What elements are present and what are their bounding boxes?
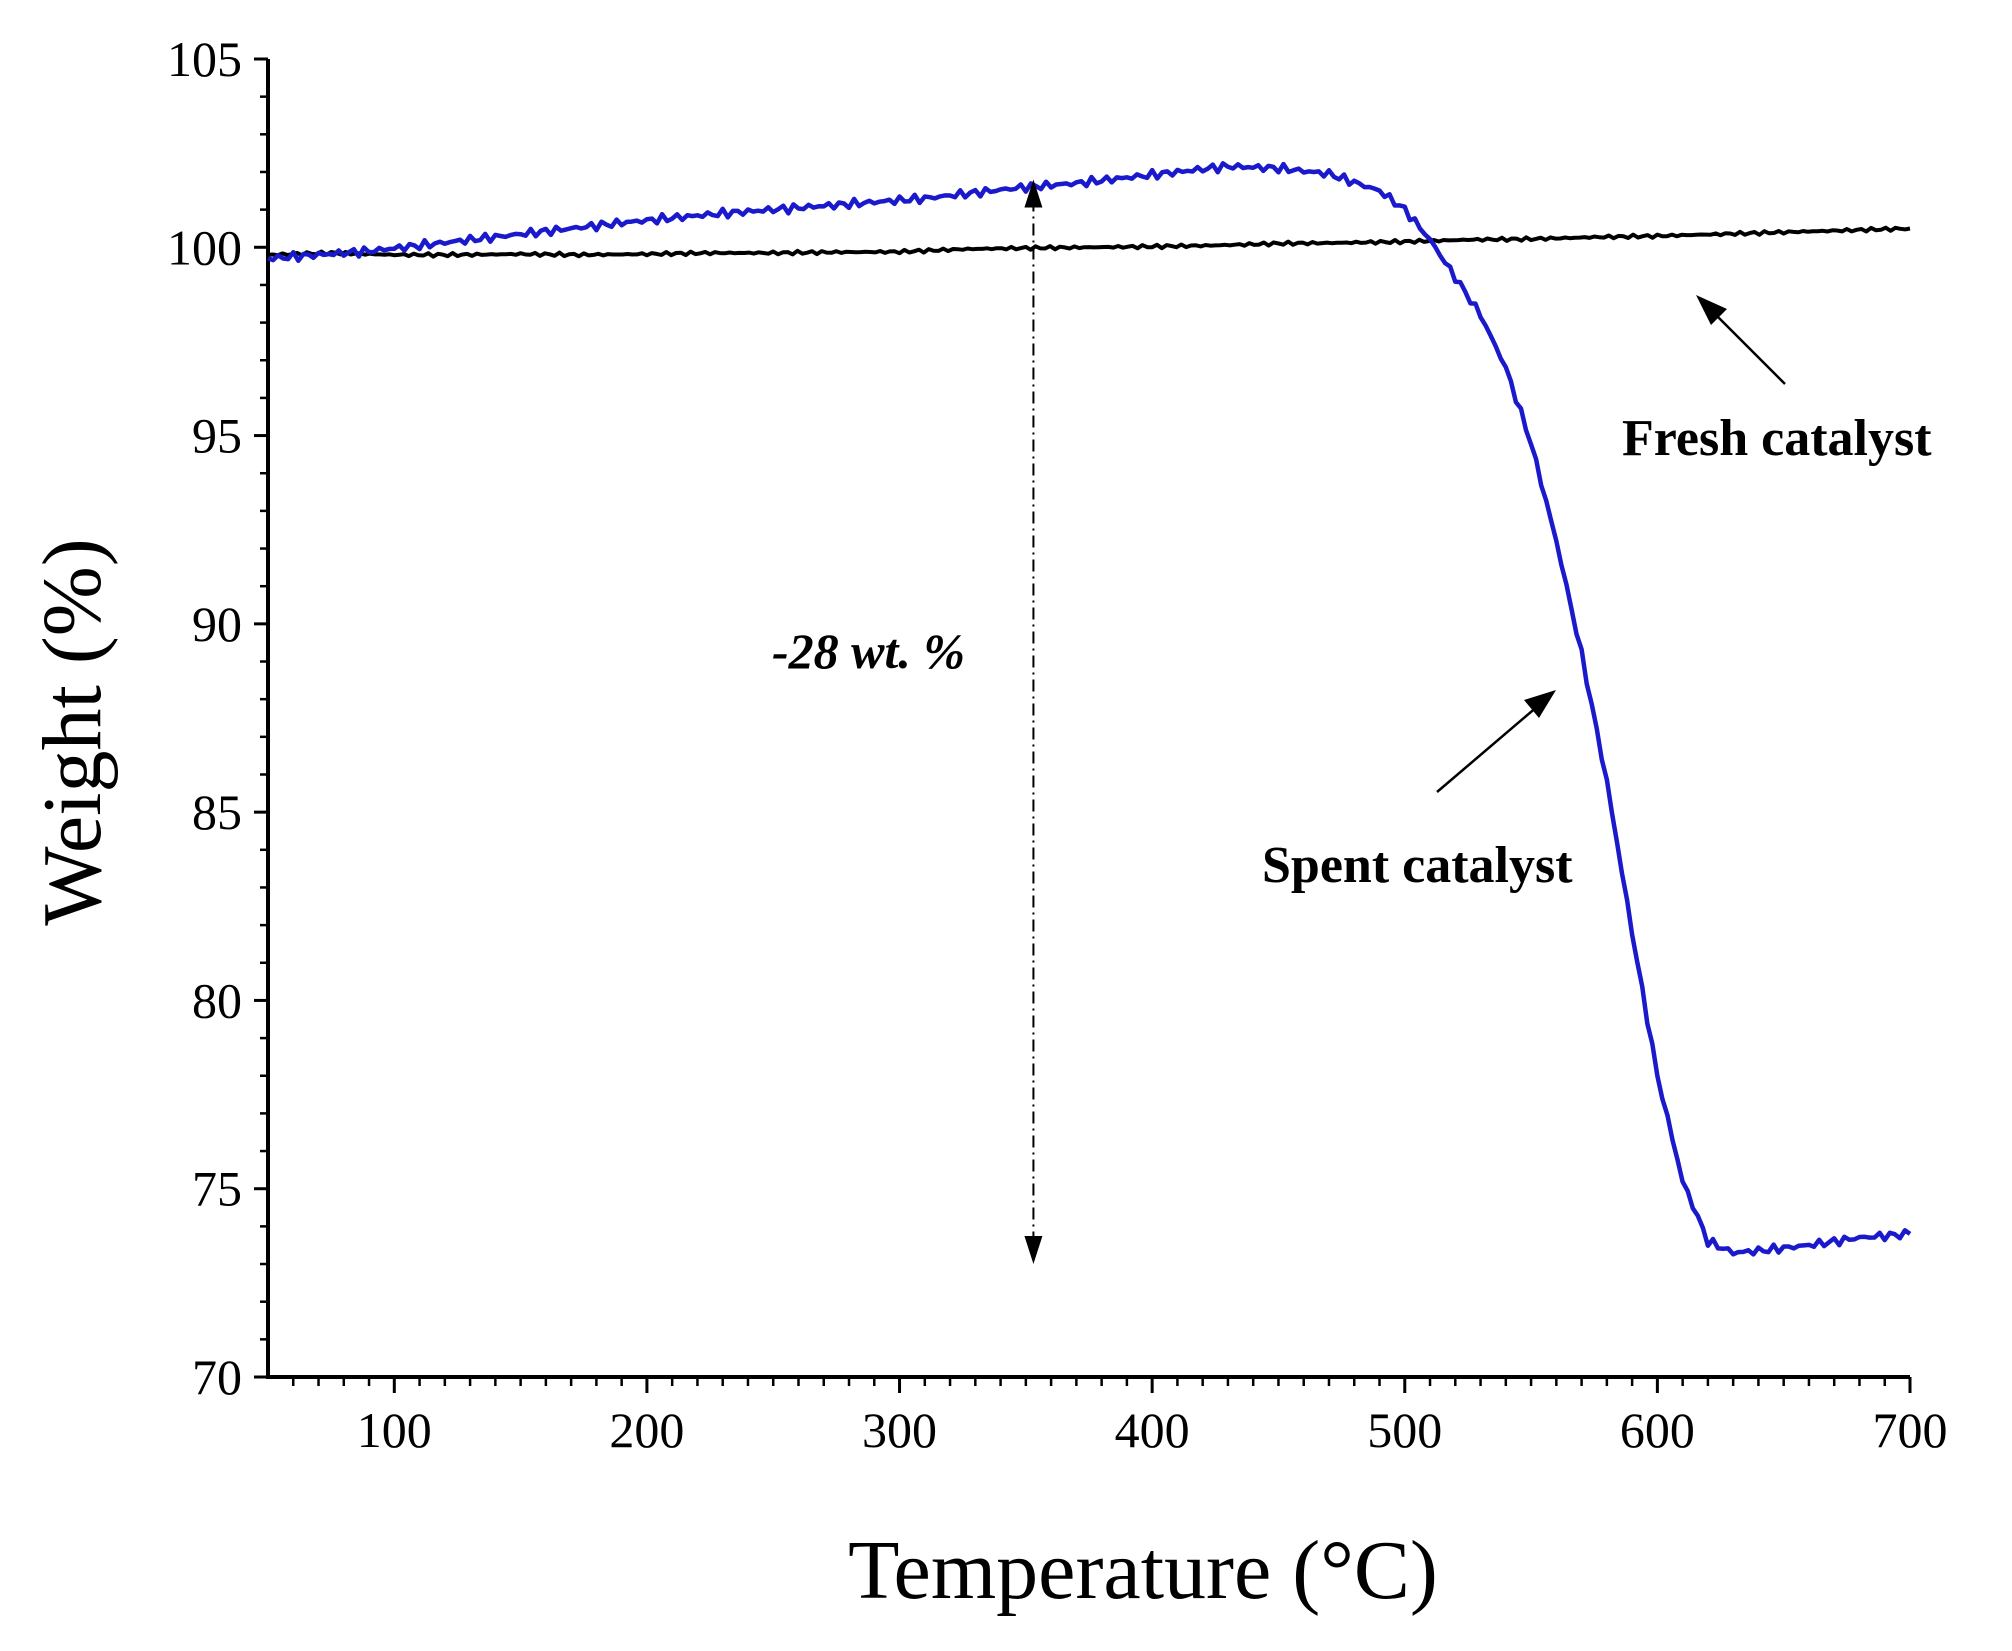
y-tick-label: 100 — [167, 219, 242, 275]
spent-catalyst-arrow — [1436, 699, 1546, 793]
x-tick-label: 100 — [357, 1402, 432, 1458]
tick-layer: 70 75 80 85 90 95 100 105 100 200 300 400 500 600 700 — [167, 31, 1948, 1458]
y-tick-label: 90 — [192, 596, 242, 652]
series-layer — [267, 161, 1912, 1257]
x-tick-label: 700 — [1873, 1402, 1948, 1458]
x-tick-label: 300 — [862, 1402, 937, 1458]
x-tick-label: 500 — [1367, 1402, 1442, 1458]
x-tick-label: 400 — [1115, 1402, 1190, 1458]
y-tick-label: 105 — [167, 31, 242, 87]
x-axis-title: Temperature (°C) — [848, 1524, 1438, 1617]
y-tick-label: 95 — [192, 408, 242, 464]
weight-loss-arrowhead-bottom — [1024, 1236, 1043, 1265]
y-axis-title: Weight (%) — [26, 538, 119, 925]
fresh-catalyst-line — [267, 225, 1911, 259]
y-tick-label: 80 — [192, 972, 242, 1028]
y-tick-label: 75 — [192, 1161, 242, 1217]
x-tick-label: 600 — [1620, 1402, 1695, 1458]
x-tick-label: 200 — [609, 1402, 684, 1458]
y-tick-label: 85 — [192, 784, 242, 840]
weight-loss-arrowhead-top — [1024, 179, 1043, 208]
weight-loss-label: -28 wt. % — [772, 623, 965, 679]
fresh-catalyst-label: Fresh catalyst — [1622, 410, 1932, 467]
spent-catalyst-label: Spent catalyst — [1262, 837, 1573, 894]
y-tick-label: 70 — [192, 1349, 242, 1405]
fresh-catalyst-arrowhead — [1696, 295, 1727, 325]
spent-catalyst-arrowhead — [1524, 690, 1556, 718]
spent-catalyst-line — [267, 161, 1912, 1257]
